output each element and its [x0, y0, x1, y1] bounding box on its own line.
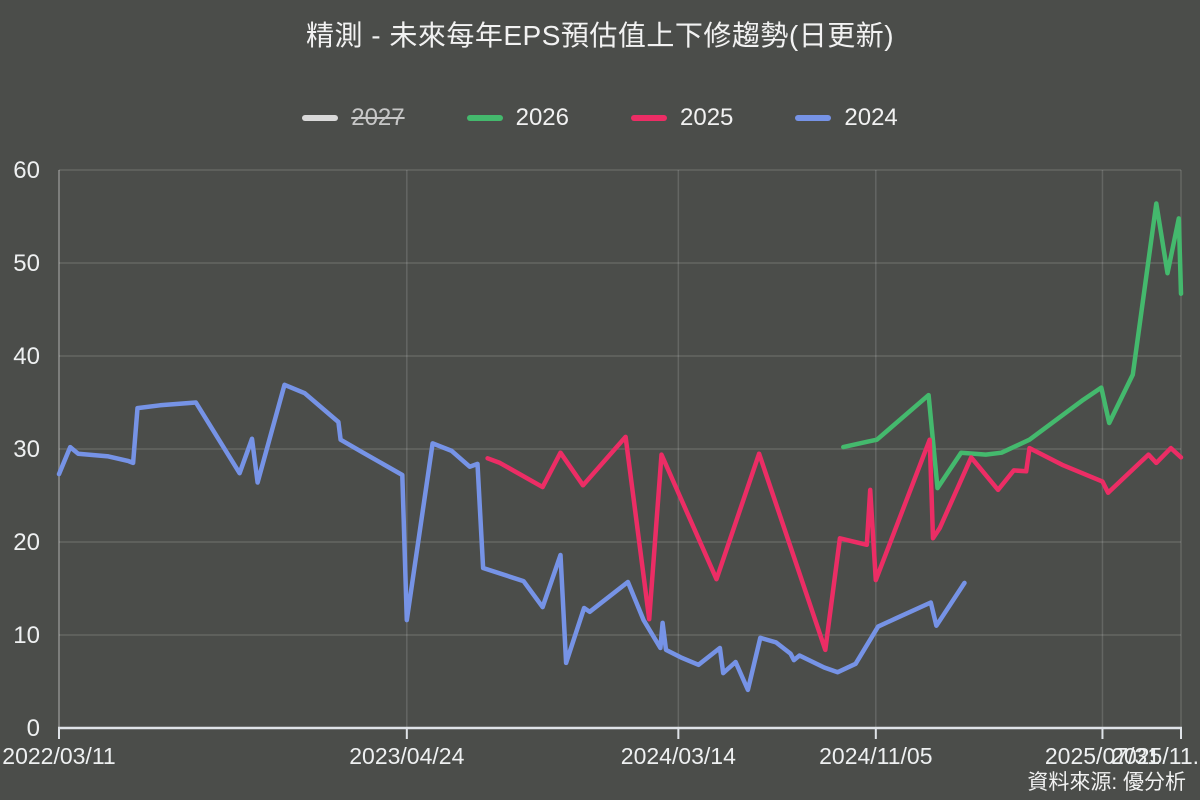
legend-label: 2024 — [844, 104, 898, 131]
legend-label: 2026 — [515, 104, 569, 131]
x-tick-label: 2025/07/31 — [1045, 743, 1160, 769]
legend-swatch-2024 — [795, 115, 832, 121]
y-tick-label: 10 — [13, 622, 40, 649]
legend: 2027 2026 2025 2024 — [0, 104, 1200, 132]
legend-swatch-2026 — [466, 115, 503, 121]
y-tick-label: 0 — [27, 715, 40, 742]
y-tick-label: 20 — [13, 529, 40, 556]
legend-item-2024[interactable]: 2024 — [795, 104, 898, 132]
x-tick-label: 2022/03/11 — [2, 743, 115, 769]
x-tick-label: 2023/04/24 — [349, 743, 464, 769]
legend-item-2027[interactable]: 2027 — [302, 104, 405, 132]
y-tick-label: 40 — [13, 343, 40, 370]
y-tick-label: 60 — [13, 157, 40, 184]
chart-title: 精測 - 未來每年EPS預估值上下修趨勢(日更新) — [305, 20, 895, 51]
legend-swatch-2027 — [302, 115, 339, 121]
x-tick-label: 2024/11/05 — [819, 743, 932, 769]
y-tick-label: 50 — [13, 250, 40, 277]
legend-swatch-2025 — [631, 115, 667, 121]
legend-item-2026[interactable]: 2026 — [466, 104, 569, 132]
series-line-2024 — [56, 382, 967, 693]
y-tick-label: 30 — [13, 436, 40, 463]
x-tick-label: 2024/03/14 — [621, 743, 736, 769]
series-line-2026 — [841, 201, 1184, 491]
source-note: 資料來源: 優分析 — [1027, 771, 1186, 794]
x-tick-label: 2025/11. — [1111, 743, 1199, 769]
legend-label: 2027 — [351, 104, 405, 131]
legend-item-2025[interactable]: 2025 — [631, 104, 733, 132]
legend-label: 2025 — [680, 104, 734, 131]
series-line-2025 — [485, 434, 1184, 653]
